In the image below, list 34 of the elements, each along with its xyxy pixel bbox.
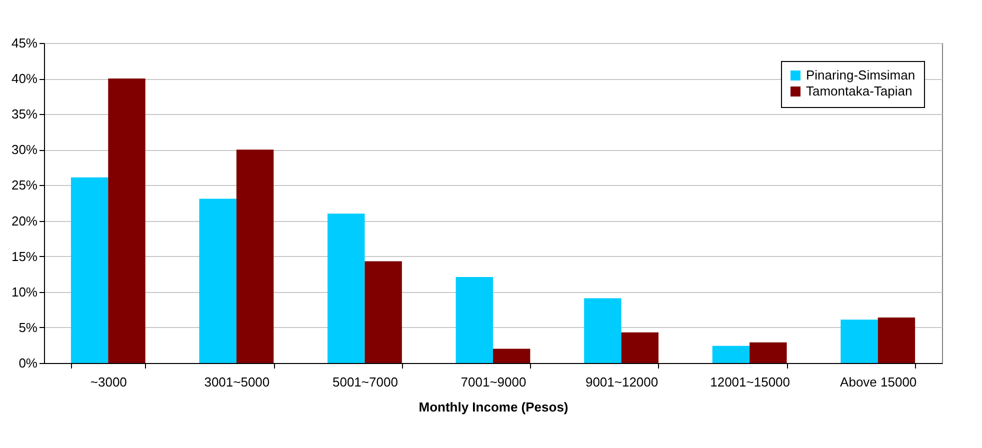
x-axis-title: Monthly Income (Pesos) <box>418 400 568 414</box>
legend-label: Tamontaka-Tapian <box>806 84 912 98</box>
y-tick-label: 25% <box>11 178 38 193</box>
y-tick-label: 40% <box>11 71 38 86</box>
y-tick-label: 35% <box>11 106 38 122</box>
x-tick-label: 5001~7000 <box>332 374 398 390</box>
x-tick-label: 9001~12000 <box>585 374 658 390</box>
y-tick-label: 15% <box>11 248 38 264</box>
bar <box>328 214 365 363</box>
bar <box>621 332 658 363</box>
bar <box>236 150 274 363</box>
bar <box>456 276 493 363</box>
x-tick-label: Above 15000 <box>840 374 917 390</box>
y-tick-label: 30% <box>11 142 38 158</box>
x-tick-label: ~3000 <box>90 374 127 390</box>
bar <box>493 348 530 363</box>
bar <box>712 346 750 363</box>
x-tick-label: 12001~15000 <box>710 374 790 390</box>
bar <box>199 198 236 363</box>
bar <box>70 177 108 363</box>
y-tick-label: 5% <box>18 320 38 335</box>
x-tick-label: 7001~9000 <box>460 374 526 390</box>
bar <box>108 78 146 363</box>
bar <box>364 261 402 363</box>
y-tick-label: 0% <box>18 356 38 370</box>
y-tick-label: 20% <box>11 213 38 228</box>
y-tick-label: 10% <box>11 284 38 300</box>
y-tick-label: 45% <box>11 36 38 50</box>
bar <box>750 342 787 363</box>
x-tick-label: 3001~5000 <box>204 374 270 390</box>
bar <box>878 317 916 363</box>
bar <box>584 298 622 363</box>
bar <box>840 320 878 363</box>
legend-label: Pinaring-Simsiman <box>806 68 916 82</box>
